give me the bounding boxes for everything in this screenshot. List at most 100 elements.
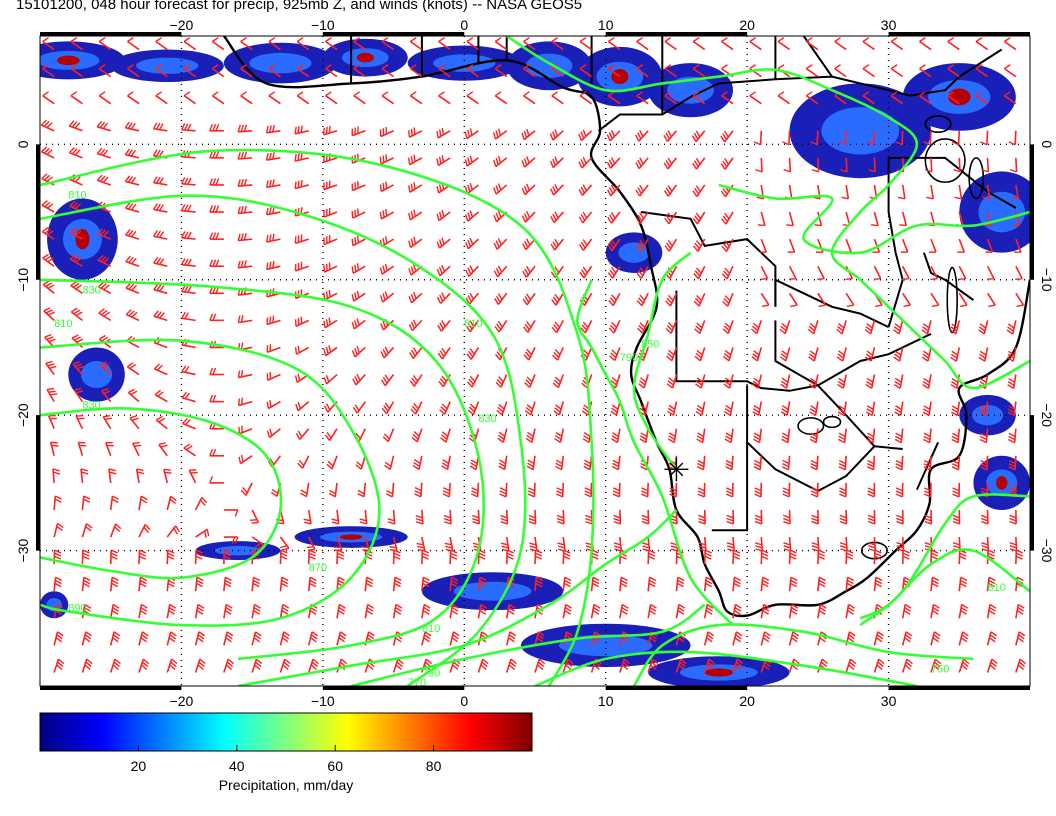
wind-barb xyxy=(978,320,989,335)
wind-barb xyxy=(949,320,961,335)
wind-barb xyxy=(294,179,309,190)
wind-barb xyxy=(951,130,961,146)
wind-barb xyxy=(805,64,819,78)
wind-barb xyxy=(919,91,932,105)
wind-barb xyxy=(323,235,338,246)
wind-barb xyxy=(834,37,847,51)
wind-barb xyxy=(647,658,659,673)
wind-barb xyxy=(408,127,423,138)
page-title: 15101200, 048 hour forecast for precip, … xyxy=(16,0,583,13)
wind-barb xyxy=(691,130,706,143)
wind-barb xyxy=(664,211,678,225)
lat-tick-label-left: −30 xyxy=(15,538,31,562)
wind-barb xyxy=(635,238,649,252)
wind-barb xyxy=(527,482,536,498)
wind-barb xyxy=(53,631,64,646)
wind-barb xyxy=(43,307,55,321)
wind-barb xyxy=(664,37,677,51)
colorbar-tick-label: 20 xyxy=(131,758,147,774)
wind-barb xyxy=(783,157,792,173)
wind-barb xyxy=(194,576,204,592)
wind-barb xyxy=(958,603,969,619)
wind-barb xyxy=(188,469,198,484)
wind-barb xyxy=(580,320,593,334)
wind-barb xyxy=(805,37,819,51)
contour-label: 890 xyxy=(68,603,86,615)
wind-barb xyxy=(500,509,509,525)
wind-barb xyxy=(894,428,904,444)
wind-barb xyxy=(439,401,451,415)
lake-outline xyxy=(822,415,842,429)
wind-barb xyxy=(692,157,706,170)
wind-barb xyxy=(525,428,536,443)
wind-barb xyxy=(607,91,621,105)
wind-barb xyxy=(381,37,395,51)
map-frame xyxy=(39,35,1031,687)
wind-barb xyxy=(266,233,281,243)
wind-barb xyxy=(492,128,508,140)
wind-barb xyxy=(608,320,621,334)
wind-barb xyxy=(669,482,678,498)
country-border xyxy=(711,385,749,532)
wind-barb xyxy=(664,91,677,105)
wind-barb xyxy=(521,156,536,168)
wind-barb xyxy=(238,454,253,465)
wind-barb xyxy=(953,157,961,173)
precip-core xyxy=(433,54,496,72)
wind-barb xyxy=(379,263,395,275)
wind-barb xyxy=(893,320,904,335)
wind-barb xyxy=(873,658,885,673)
wind-barb xyxy=(209,151,224,159)
wind-barb xyxy=(495,374,508,388)
wind-barb xyxy=(923,130,932,146)
wind-barb xyxy=(125,282,140,295)
wind-barb xyxy=(867,509,876,525)
wind-barb xyxy=(636,37,649,51)
wind-barb xyxy=(438,37,451,51)
wind-barb xyxy=(466,64,479,78)
wind-barb xyxy=(410,401,423,415)
wind-barb xyxy=(436,127,451,139)
wind-barb xyxy=(864,320,876,335)
wind-barb xyxy=(635,130,649,142)
wind-barb xyxy=(294,261,309,272)
wind-barb xyxy=(692,91,706,105)
wind-barb xyxy=(958,631,969,646)
wind-barb xyxy=(638,374,649,389)
wind-barb xyxy=(109,523,122,538)
wind-barb xyxy=(550,238,564,251)
wind-barb xyxy=(726,509,735,525)
wind-barb xyxy=(811,536,820,552)
wind-barb xyxy=(534,631,545,646)
wind-barb xyxy=(951,455,961,471)
lake-outline xyxy=(968,157,985,200)
wind-barb xyxy=(154,389,168,403)
wind-barb xyxy=(666,374,678,389)
wind-barb xyxy=(498,455,508,471)
lake-outline xyxy=(946,266,958,334)
precip-core xyxy=(667,76,714,104)
wind-barb xyxy=(986,658,998,673)
height-contour xyxy=(859,493,1030,627)
wind-barb xyxy=(70,64,83,78)
colorbar-tick-label: 40 xyxy=(229,758,245,774)
wind-barb xyxy=(754,509,763,525)
location-marker xyxy=(664,457,689,482)
wind-barb xyxy=(364,576,374,592)
contour-label: 870 xyxy=(309,562,327,574)
wind-barb xyxy=(494,37,508,51)
wind-barb xyxy=(351,263,366,274)
wind-barb xyxy=(436,155,451,167)
wind-barb xyxy=(896,509,904,525)
wind-barb xyxy=(635,184,649,197)
wind-barb xyxy=(950,374,961,389)
wind-barb xyxy=(379,291,395,303)
lake-outline xyxy=(924,115,952,133)
wind-barb xyxy=(109,658,121,673)
wind-barb xyxy=(415,509,424,525)
wind-barb xyxy=(127,37,140,51)
wind-barb xyxy=(922,401,932,417)
wind-barb xyxy=(980,455,989,471)
wind-barb xyxy=(890,91,904,105)
wind-barb xyxy=(183,37,197,51)
